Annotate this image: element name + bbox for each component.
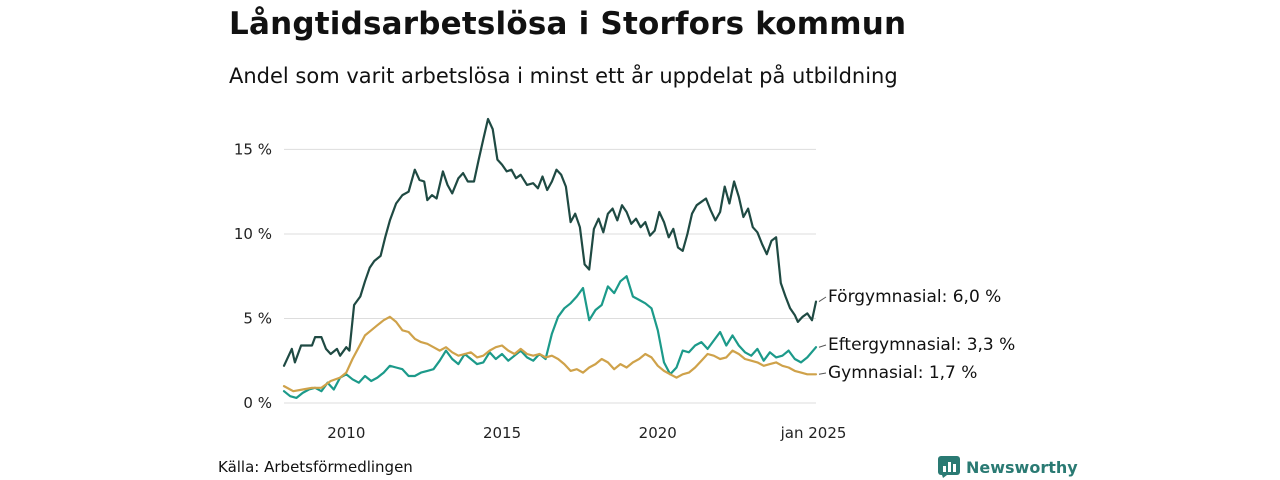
y-axis-ticks: 0 % 5 % 10 % 15 % (234, 140, 272, 412)
brand-name: Newsworthy (966, 457, 1078, 477)
series-end-label: Eftergymnasial: 3,3 % (828, 335, 1015, 355)
series-line-förgymnasial (282, 117, 818, 367)
series-line-eftergymnasial (282, 275, 818, 399)
y-tick-label: 10 % (234, 225, 272, 243)
label-connector (818, 344, 827, 348)
series-end-label: Förgymnasial: 6,0 % (828, 287, 1001, 307)
grid-lines (284, 148, 816, 404)
y-tick-label: 5 % (243, 309, 272, 327)
x-tick-label: 2015 (483, 424, 521, 442)
x-axis-ticks: 2010 2015 2020 jan 2025 (327, 424, 846, 442)
x-tick-label: 2010 (327, 424, 365, 442)
bar-chart-icon (938, 456, 960, 478)
chart-subtitle: Andel som varit arbetslösa i minst ett å… (229, 64, 898, 88)
brand-logo[interactable]: Newsworthy (938, 456, 1078, 478)
source-note: Källa: Arbetsförmedlingen (218, 458, 413, 476)
x-tick-label: jan 2025 (780, 424, 847, 442)
x-tick-label: 2020 (639, 424, 677, 442)
series-lines (282, 117, 818, 399)
series-line-gymnasial (282, 315, 818, 393)
y-tick-label: 0 % (243, 394, 272, 412)
y-tick-label: 15 % (234, 140, 272, 158)
series-end-label: Gymnasial: 1,7 % (828, 363, 977, 383)
label-connector (818, 296, 827, 302)
series-end-labels: Förgymnasial: 6,0 % Eftergymnasial: 3,3 %… (818, 287, 1015, 383)
label-connector (818, 372, 827, 375)
chart-title: Långtidsarbetslösa i Storfors kommun (229, 6, 907, 42)
